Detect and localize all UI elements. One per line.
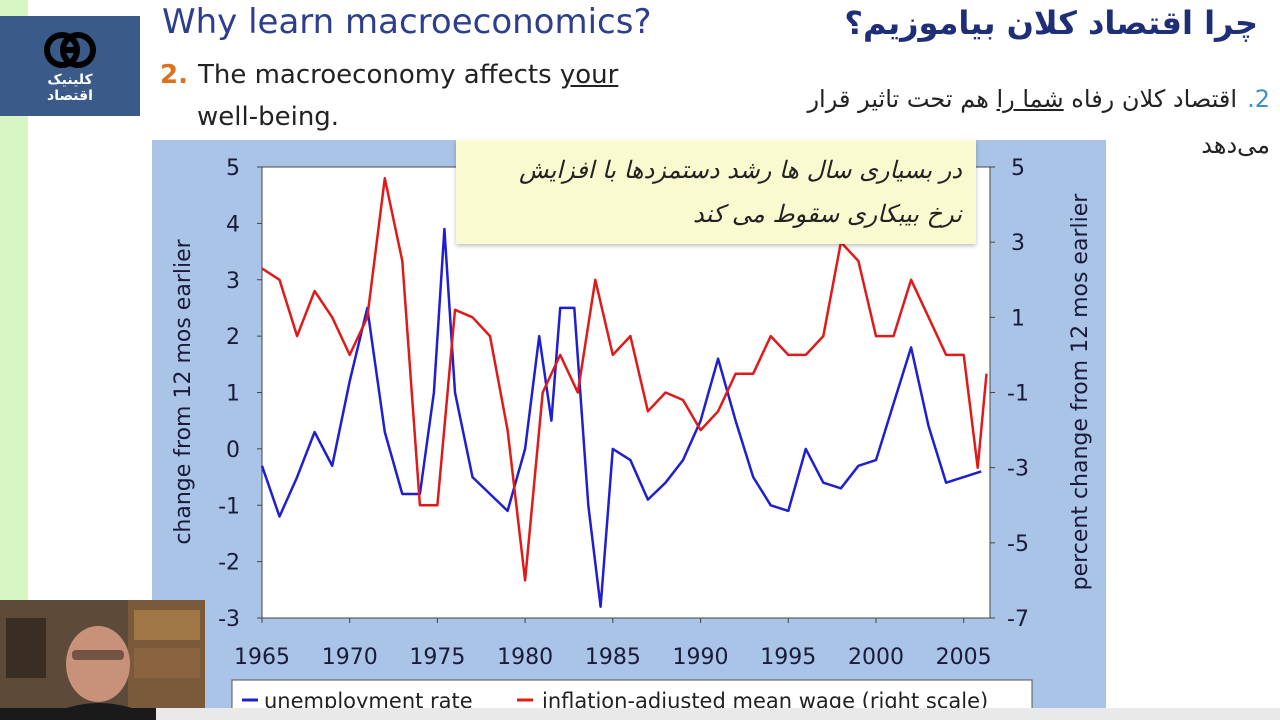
y-left-tick-label: 5 — [226, 156, 240, 181]
point-english: 2. The macroeconomy affects your well-bei… — [160, 54, 660, 138]
y-left-tick-label: -1 — [218, 494, 240, 519]
y-left-tick-label: 2 — [226, 325, 240, 350]
y-right-tick-label: -3 — [1007, 457, 1029, 482]
point-persian: 2. اقتصاد کلان رفاه شما را هم تحت تاثیر ق… — [740, 76, 1270, 168]
point-number-persian: 2. — [1247, 85, 1270, 113]
callout-line-1: در بسیاری سال ها رشد دستمزدها با افزایش — [519, 156, 962, 184]
y-left-tick-label: -2 — [218, 551, 240, 576]
y-right-tick-label: -5 — [1007, 532, 1029, 557]
annotation-callout: در بسیاری سال ها رشد دستمزدها با افزایش … — [456, 140, 976, 244]
logo-line-2: اقتصاد — [47, 88, 93, 104]
series-line-wage — [261, 177, 988, 582]
y-right-tick-label: 3 — [1011, 231, 1025, 256]
point-english-text-1: The macroeconomy affects — [197, 60, 560, 90]
x-tick-label: 1990 — [673, 645, 729, 670]
x-tick-label: 1980 — [497, 645, 553, 670]
logo-line-1: کلینیک — [47, 72, 93, 88]
y-axis-label-right: percent change from 12 mos earlier — [1068, 193, 1093, 591]
x-tick-label: 2005 — [936, 645, 992, 670]
series-line-unemployment — [260, 227, 982, 608]
ec-logo-icon — [44, 32, 96, 68]
y-left-tick-label: 4 — [226, 212, 240, 237]
x-tick-label: 2000 — [848, 645, 904, 670]
point-persian-underlined: شما را — [996, 85, 1064, 113]
point-english-text-2: well-being. — [197, 102, 340, 132]
presenter-webcam — [0, 600, 205, 720]
slide-title-persian: چرا اقتصاد کلان بیاموزیم؟ — [844, 4, 1258, 42]
slide-title-english: Why learn macroeconomics? — [162, 2, 652, 42]
y-left-tick-label: 1 — [226, 382, 240, 407]
x-tick-label: 1995 — [760, 645, 816, 670]
x-tick-label: 1965 — [234, 645, 290, 670]
channel-logo: کلینیک اقتصاد — [0, 16, 140, 116]
y-right-tick-label: 5 — [1011, 156, 1025, 181]
point-persian-text-1: اقتصاد کلان رفاه — [1063, 85, 1238, 113]
x-tick-label: 1975 — [409, 645, 465, 670]
bottom-bar-dark-segment — [0, 708, 156, 720]
y-right-tick-label: -7 — [1007, 607, 1029, 632]
presenter-video-icon — [0, 600, 205, 720]
x-tick-label: 1970 — [322, 645, 378, 670]
y-right-tick-label: 1 — [1011, 306, 1025, 331]
y-left-tick-label: -3 — [218, 607, 240, 632]
callout-line-2: نرخ بیبکاری سقوط می کند — [692, 200, 962, 228]
y-right-tick-label: -1 — [1007, 382, 1029, 407]
y-axis-label-left: change from 12 mos earlier — [171, 238, 196, 544]
y-left-tick-label: 0 — [226, 438, 240, 463]
point-number-english: 2. — [160, 60, 188, 90]
x-tick-label: 1985 — [585, 645, 641, 670]
y-left-tick-label: 3 — [226, 269, 240, 294]
point-persian-text-2: هم تحت تاثیر قرار می‌دهد — [807, 85, 1270, 159]
bottom-status-bar — [0, 708, 1280, 720]
point-english-underlined: your — [559, 60, 619, 90]
